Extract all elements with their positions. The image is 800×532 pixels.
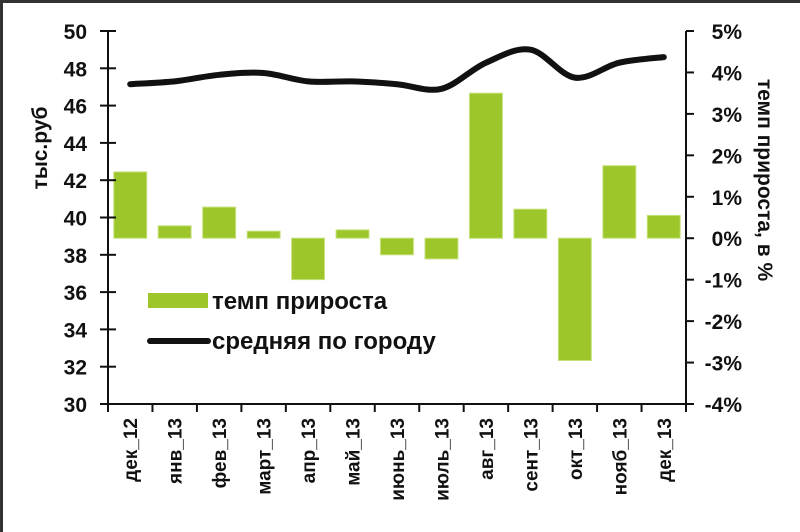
bar (157, 225, 192, 239)
right-axis-tick-label: 1% (712, 187, 743, 210)
legend-label-growth-rate: темп прироста (212, 288, 388, 315)
bar (113, 171, 148, 239)
bar (335, 229, 370, 239)
right-axis-tick-label: 3% (712, 104, 743, 127)
left-axis-tick-label: 32 (64, 357, 87, 380)
right-axis-tick-label: 0% (712, 228, 743, 251)
left-axis-tick-label: 30 (64, 394, 87, 417)
bar (380, 237, 414, 256)
left-axis-tick-label: 36 (64, 282, 87, 305)
category-label: июнь_13 (388, 418, 409, 501)
bar (469, 92, 503, 239)
left-axis-tick-label: 40 (64, 208, 87, 231)
right-axis-tick-label: 5% (712, 21, 743, 44)
right-axis-title: темп прироста, в % (753, 79, 776, 282)
category-label: авг_13 (477, 418, 498, 480)
category-label: апр_13 (299, 418, 320, 483)
category-label: фев_13 (210, 418, 231, 488)
bar-series-growth-rate (113, 92, 681, 361)
category-label: июль_13 (433, 418, 454, 501)
legend-swatch-bar (148, 293, 208, 308)
bar (557, 237, 592, 361)
bar (602, 165, 637, 239)
category-label: март_13 (255, 418, 276, 495)
left-axis-tick-label: 34 (64, 319, 88, 342)
right-axis-tick-label: -3% (705, 353, 743, 376)
right-axis-tick-label: -1% (705, 270, 743, 293)
left-axis-tick-label: 50 (64, 21, 87, 44)
category-label: окт_13 (566, 418, 587, 480)
category-label: нояб_13 (610, 418, 631, 495)
category-label: май_13 (344, 418, 365, 486)
left-axis-title: тыс.руб (29, 107, 52, 190)
category-label: дек_13 (655, 418, 676, 482)
category-label: сент_13 (521, 418, 542, 492)
bar (246, 230, 281, 239)
bar (202, 206, 237, 239)
bar (513, 208, 548, 239)
legend-label-city-average: средняя по городу (212, 328, 436, 355)
right-axis-tick-label: -4% (705, 394, 743, 417)
left-axis-tick-label: 38 (64, 245, 88, 268)
category-label: дек_12 (121, 418, 142, 482)
left-axis-tick-label: 42 (64, 170, 87, 193)
legend: темп прироста средняя по городу (147, 288, 436, 355)
bar (646, 214, 681, 239)
right-axis-tick-label: 4% (712, 62, 743, 85)
x-axis: дек_12 янв_13 фев_13 март_13 апр_13 май_13 июн… (107, 403, 687, 501)
bar (424, 237, 459, 260)
left-y-axis: 30 32 34 36 38 40 42 44 46 48 50 (64, 21, 116, 417)
left-axis-tick-label: 48 (64, 58, 88, 81)
left-axis-tick-label: 44 (64, 133, 88, 156)
left-axis-tick-label: 46 (64, 96, 87, 119)
right-axis-tick-label: 2% (712, 145, 743, 168)
line-series-city-average (127, 46, 667, 93)
category-label: янв_13 (166, 418, 187, 485)
bar (291, 237, 326, 281)
right-axis-tick-label: -2% (705, 311, 743, 334)
right-y-axis: -4% -3% -2% -1% 0% 1% 2% 3% 4% 5% (685, 21, 743, 417)
